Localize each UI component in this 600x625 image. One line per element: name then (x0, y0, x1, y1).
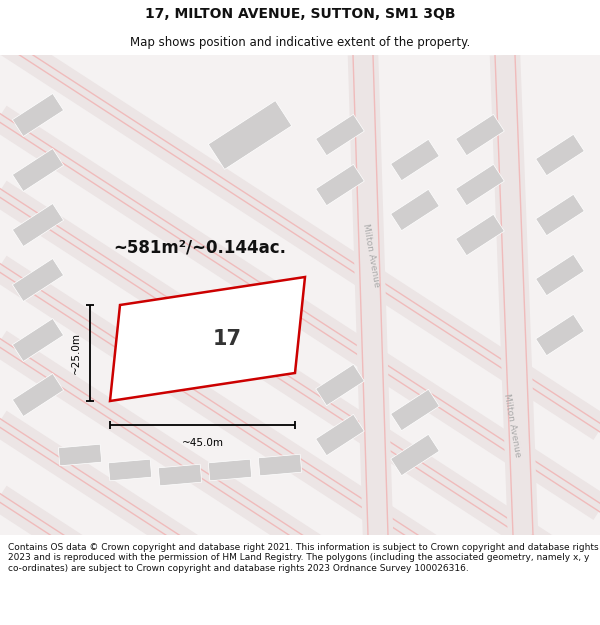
Polygon shape (536, 254, 584, 296)
Polygon shape (13, 259, 64, 301)
Polygon shape (536, 314, 584, 356)
Polygon shape (208, 101, 292, 169)
Polygon shape (455, 214, 505, 256)
Polygon shape (13, 204, 64, 246)
Polygon shape (13, 319, 64, 361)
Text: Map shows position and indicative extent of the property.: Map shows position and indicative extent… (130, 36, 470, 49)
Polygon shape (391, 389, 439, 431)
Text: Milton Avenue: Milton Avenue (502, 392, 522, 458)
Text: Milton Avenue: Milton Avenue (361, 222, 381, 288)
Polygon shape (13, 94, 64, 136)
Polygon shape (208, 459, 252, 481)
Polygon shape (316, 414, 364, 456)
Polygon shape (58, 444, 102, 466)
Polygon shape (391, 139, 439, 181)
Polygon shape (13, 149, 64, 191)
Polygon shape (391, 434, 439, 476)
Polygon shape (110, 277, 305, 401)
Text: ~25.0m: ~25.0m (71, 332, 81, 374)
Text: ~581m²/~0.144ac.: ~581m²/~0.144ac. (113, 239, 287, 257)
Polygon shape (455, 164, 505, 206)
Polygon shape (455, 114, 505, 156)
Text: Contains OS data © Crown copyright and database right 2021. This information is : Contains OS data © Crown copyright and d… (8, 543, 599, 572)
Polygon shape (316, 164, 364, 206)
Polygon shape (391, 189, 439, 231)
Polygon shape (536, 134, 584, 176)
Polygon shape (316, 114, 364, 156)
Text: 17: 17 (213, 329, 242, 349)
Polygon shape (536, 194, 584, 236)
Polygon shape (158, 464, 202, 486)
Polygon shape (13, 374, 64, 416)
Text: ~45.0m: ~45.0m (182, 438, 223, 448)
Polygon shape (316, 364, 364, 406)
Polygon shape (258, 454, 302, 476)
Text: 17, MILTON AVENUE, SUTTON, SM1 3QB: 17, MILTON AVENUE, SUTTON, SM1 3QB (145, 7, 455, 21)
Polygon shape (108, 459, 152, 481)
